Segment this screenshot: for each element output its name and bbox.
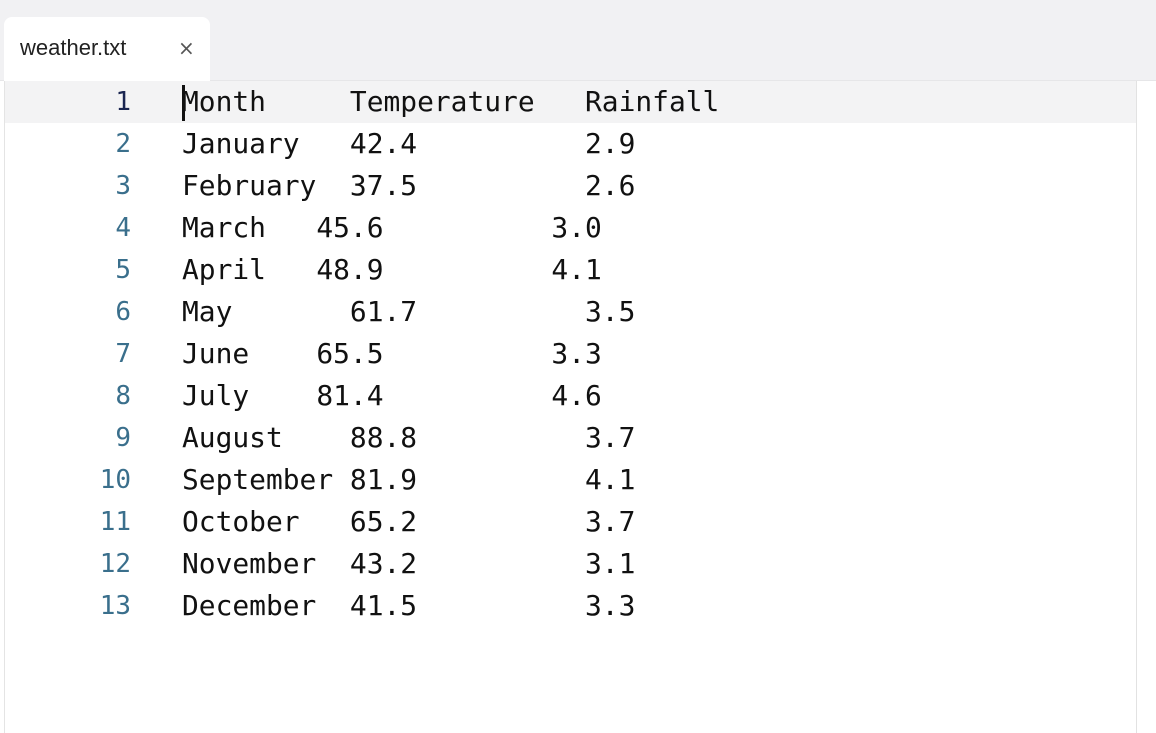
line-number: 6 <box>115 297 131 327</box>
line-number: 8 <box>115 381 131 411</box>
line-text: February 37.5 2.6 <box>182 169 636 202</box>
line-text: August 88.8 3.7 <box>182 421 636 454</box>
code-line: 6 May 61.7 3.5 <box>5 291 1137 333</box>
line-number: 4 <box>115 213 131 243</box>
line-number: 2 <box>115 129 131 159</box>
line-number: 12 <box>99 549 131 579</box>
code-line: 5 April 48.9 4.1 <box>5 249 1137 291</box>
line-text: September 81.9 4.1 <box>182 463 636 496</box>
tab-bar: weather.txt × <box>0 0 1156 82</box>
line-number: 10 <box>99 465 131 495</box>
editor[interactable]: 1 Month Temperature Rainfall 2 January 42.4… <box>4 81 1156 733</box>
code-line: 1 Month Temperature Rainfall <box>5 81 1137 123</box>
line-text: April 48.9 4.1 <box>182 253 602 286</box>
line-number: 1 <box>115 87 131 117</box>
code-line: 3 February 37.5 2.6 <box>5 165 1137 207</box>
line-text: July 81.4 4.6 <box>182 379 602 412</box>
line-text: October 65.2 3.7 <box>182 505 636 538</box>
line-text: Month Temperature Rainfall <box>182 85 720 118</box>
line-number: 3 <box>115 171 131 201</box>
line-text: January 42.4 2.9 <box>182 127 636 160</box>
code-line: 9 August 88.8 3.7 <box>5 417 1137 459</box>
line-text: December 41.5 3.3 <box>182 589 636 622</box>
code-line: 4 March 45.6 3.0 <box>5 207 1137 249</box>
code-line: 13 December 41.5 3.3 <box>5 585 1137 627</box>
line-number: 7 <box>115 339 131 369</box>
code-line: 7 June 65.5 3.3 <box>5 333 1137 375</box>
line-text: November 43.2 3.1 <box>182 547 636 580</box>
code-line: 2 January 42.4 2.9 <box>5 123 1137 165</box>
code-line: 10 September 81.9 4.1 <box>5 459 1137 501</box>
line-number: 5 <box>115 255 131 285</box>
tab-title[interactable]: weather.txt <box>20 35 127 60</box>
tab-close[interactable]: × <box>178 36 195 60</box>
code-line: 8 July 81.4 4.6 <box>5 375 1137 417</box>
line-number: 11 <box>99 507 131 537</box>
line-number: 13 <box>99 591 131 621</box>
tab[interactable]: weather.txt × <box>4 17 210 82</box>
code-line: 11 October 65.2 3.7 <box>5 501 1137 543</box>
ruler <box>1136 81 1137 733</box>
line-text: May 61.7 3.5 <box>182 295 636 328</box>
line-number: 9 <box>115 423 131 453</box>
line-text: March 45.6 3.0 <box>182 211 602 244</box>
text-cursor <box>182 85 185 121</box>
line-text: June 65.5 3.3 <box>182 337 602 370</box>
code-line: 12 November 43.2 3.1 <box>5 543 1137 585</box>
